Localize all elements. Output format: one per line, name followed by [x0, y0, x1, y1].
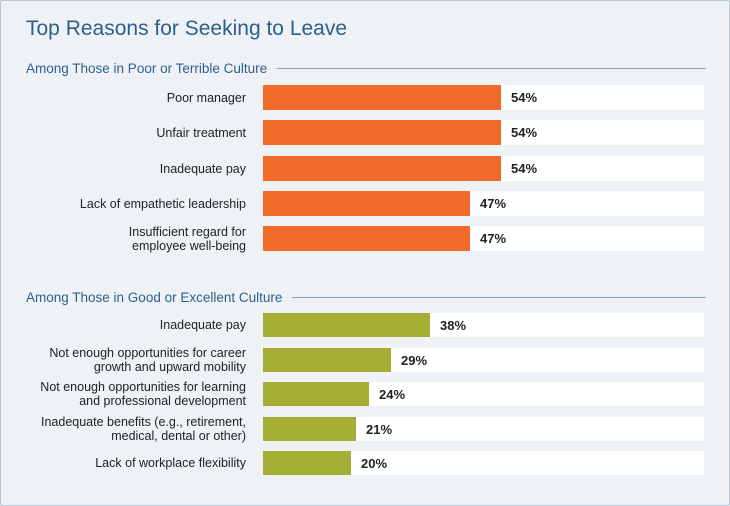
value-label: 54%: [511, 125, 538, 140]
value-label: 29%: [401, 353, 428, 368]
value-label: 47%: [480, 231, 507, 246]
bar-row-good-3: Not enough opportunities for learning and…: [0, 380, 730, 408]
category-label: Not enough opportunities for career growt…: [49, 346, 246, 374]
bar-good-1: [263, 313, 430, 337]
section-divider: [277, 67, 706, 69]
bar-row-poor-3: Inadequate pay 54%: [0, 156, 730, 181]
section-title-good-culture: Among Those in Good or Excellent Culture: [26, 289, 283, 305]
value-label: 21%: [366, 422, 393, 437]
bar-poor-3: [263, 156, 501, 181]
value-label: 54%: [511, 161, 538, 176]
value-label: 24%: [379, 387, 406, 402]
bar-row-poor-2: Unfair treatment 54%: [0, 120, 730, 145]
bar-row-good-5: Lack of workplace flexibility 20%: [0, 451, 730, 475]
bar-row-poor-5: Insufficient regard for employee well-bei…: [0, 225, 730, 253]
section-divider: [292, 296, 706, 298]
bar-poor-1: [263, 85, 501, 110]
category-label: Insufficient regard for employee well-bei…: [128, 225, 246, 253]
category-label: Unfair treatment: [156, 126, 246, 140]
category-label: Inadequate pay: [159, 318, 246, 332]
category-label: Inadequate benefits (e.g., retirement, me…: [41, 415, 246, 443]
section-header-poor-culture: Among Those in Poor or Terrible Culture: [26, 59, 706, 77]
value-label: 47%: [480, 196, 507, 211]
category-label: Not enough opportunities for learning and…: [40, 380, 246, 408]
value-label: 20%: [361, 456, 388, 471]
bar-good-3: [263, 382, 369, 406]
bar-row-poor-4: Lack of empathetic leadership 47%: [0, 191, 730, 216]
bar-row-good-4: Inadequate benefits (e.g., retirement, me…: [0, 415, 730, 443]
bar-row-poor-1: Poor manager 54%: [0, 85, 730, 110]
section-title-poor-culture: Among Those in Poor or Terrible Culture: [26, 60, 268, 76]
bar-row-good-2: Not enough opportunities for career growt…: [0, 346, 730, 374]
bar-row-good-1: Inadequate pay 38%: [0, 313, 730, 337]
category-label: Inadequate pay: [159, 162, 246, 176]
bar-good-2: [263, 348, 391, 372]
section-header-good-culture: Among Those in Good or Excellent Culture: [26, 288, 706, 306]
bar-poor-4: [263, 191, 470, 216]
bar-good-4: [263, 417, 356, 441]
chart-title: Top Reasons for Seeking to Leave: [26, 17, 348, 40]
value-label: 38%: [440, 318, 467, 333]
category-label: Lack of workplace flexibility: [95, 456, 246, 470]
bar-good-5: [263, 451, 351, 475]
value-label: 54%: [511, 90, 538, 105]
category-label: Lack of empathetic leadership: [79, 197, 246, 211]
category-label: Poor manager: [166, 91, 246, 105]
bar-poor-2: [263, 120, 501, 145]
bar-poor-5: [263, 226, 470, 251]
